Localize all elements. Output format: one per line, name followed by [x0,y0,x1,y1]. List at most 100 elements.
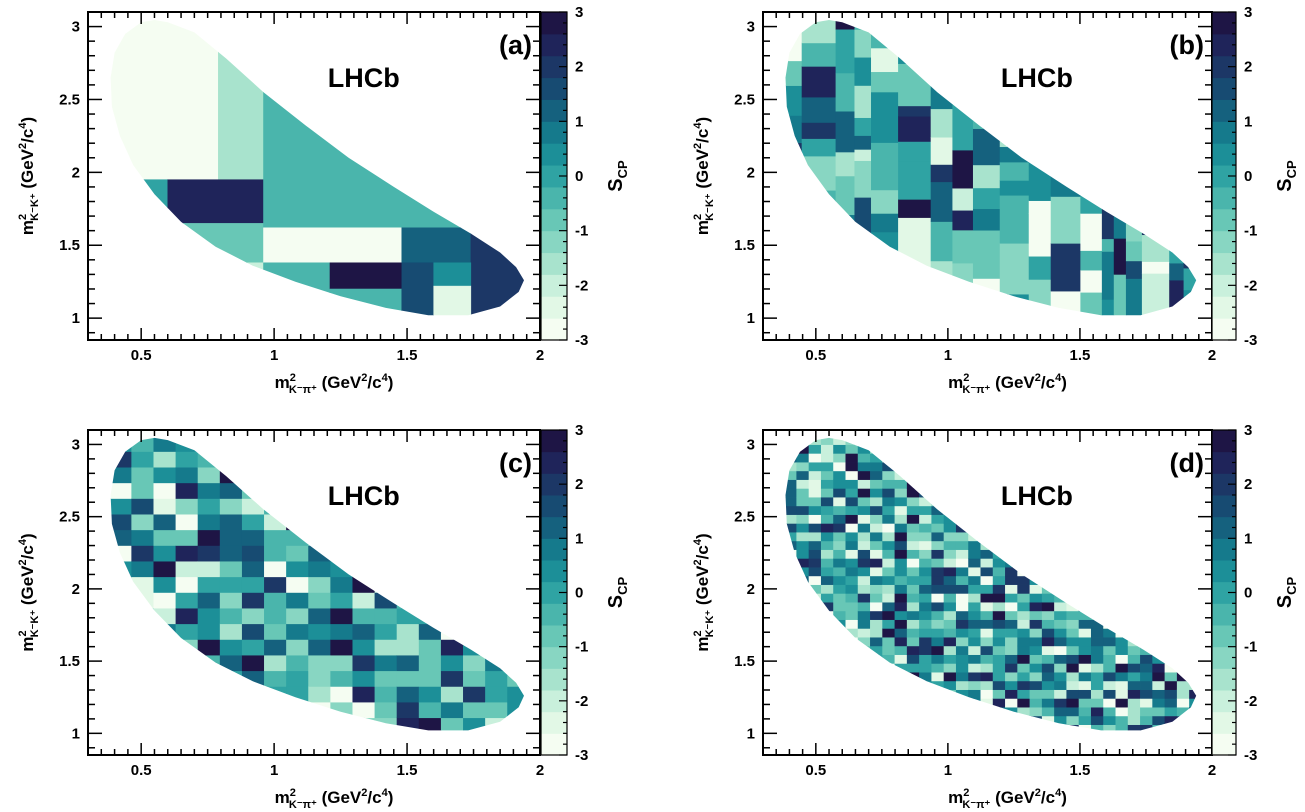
heatmap-bin [906,479,920,489]
heatmap-bin [485,702,508,719]
heatmap-bin [1090,567,1104,577]
heatmap-bin [906,505,920,515]
y-tick-label: 1 [747,310,755,327]
color-bar-tick-label: -3 [1244,747,1257,764]
heatmap-bin [930,164,953,183]
heatmap-bin [930,181,953,222]
heatmap-bin [1029,575,1043,585]
heatmap-bin [1189,540,1197,550]
heatmap-bin [857,645,871,655]
heatmap-bin [1041,567,1055,577]
heatmap-bin [871,71,899,93]
heatmap-bin [175,717,199,731]
heatmap-bin [833,453,846,463]
heatmap-bin [1029,523,1043,533]
heatmap-bin [894,645,908,655]
heatmap-bin [808,707,822,717]
heatmap-bin [352,437,375,452]
heatmap-bin [1017,470,1031,480]
heatmap-bin [1140,453,1153,463]
heatmap-bin [396,561,420,578]
color-bar-step [541,318,567,341]
heatmap-bin [1164,532,1178,542]
heatmap-bin [808,645,822,655]
heatmap-bin [808,680,822,690]
heatmap-bin [241,702,265,719]
heatmap-bin [980,715,994,725]
heatmap-bin [955,497,969,507]
heatmap-bin [175,561,199,578]
heatmap-bin [1140,602,1153,612]
heatmap-bin [330,686,353,703]
heatmap-bin [1078,628,1092,638]
heatmap-bin [931,698,945,708]
x-tick-label: 0.5 [805,347,826,364]
heatmap-bin [1113,30,1127,81]
heatmap-bin [955,715,969,725]
heatmap-bin [968,523,981,533]
heatmap-bin [931,637,945,647]
heatmap-bin [1140,479,1153,489]
heatmap-bin [1152,437,1166,445]
heatmap-bin [785,497,797,507]
heatmap-bin [374,623,398,640]
color-bar-step [541,560,567,583]
heatmap-bin [131,451,154,468]
color-bar-step [1212,516,1236,539]
heatmap-bin [1054,637,1067,647]
heatmap-bin [131,437,154,452]
heatmap-bin [352,702,375,719]
heatmap-bin [1127,444,1141,454]
heatmap-bin [1090,470,1104,480]
heatmap-bin [943,444,957,454]
heatmap-bin [820,619,834,629]
color-bar-step [1212,646,1236,669]
heatmap-bin [110,686,132,703]
heatmap-bin [796,479,810,489]
heatmap-bin [1028,20,1052,37]
heatmap-bin [110,702,132,719]
heatmap-bin [286,467,309,484]
heatmap-bin [1164,628,1178,638]
heatmap-bin [894,470,908,480]
heatmap-bin [1189,707,1197,717]
heatmap-bin [1017,584,1031,594]
heatmap-bin [396,686,420,703]
heatmap-bin [396,639,420,656]
heatmap-bin [418,545,442,562]
heatmap-bin [440,592,464,609]
heatmap-bin [1017,567,1031,577]
heatmap-bin [264,437,287,452]
heatmap-bin [401,262,434,316]
heatmap-bin [1078,505,1092,515]
heatmap-bin [1189,698,1197,708]
heatmap-bin [1005,523,1018,533]
heatmap-bin [418,639,442,656]
heatmap-bin [308,529,331,546]
heatmap-bin [1066,724,1080,731]
heatmap-bin [968,437,981,445]
heatmap-bin [1005,437,1018,445]
heatmap-bin [153,437,177,452]
heatmap-bin [1101,153,1115,192]
heatmap-bin [833,680,846,690]
heatmap-bin [968,698,981,708]
heatmap-bin [507,529,524,546]
heatmap-bin [1141,185,1170,236]
color-bar-step [541,646,567,669]
heatmap-bin [845,453,859,463]
x-tick-label: 2 [1208,347,1216,364]
heatmap-bin [1103,689,1116,699]
heatmap-bin [785,20,803,33]
heatmap-bin [906,715,920,725]
heatmap-bin [992,462,1006,472]
heatmap-bin [153,545,177,562]
color-bar-step [541,690,567,713]
heatmap-bin [980,602,994,612]
heatmap-bin [1090,619,1104,629]
heatmap-bin [845,532,859,542]
heatmap-bin [906,689,920,699]
color-bar-step [1212,99,1236,122]
heatmap-bin [854,20,872,30]
